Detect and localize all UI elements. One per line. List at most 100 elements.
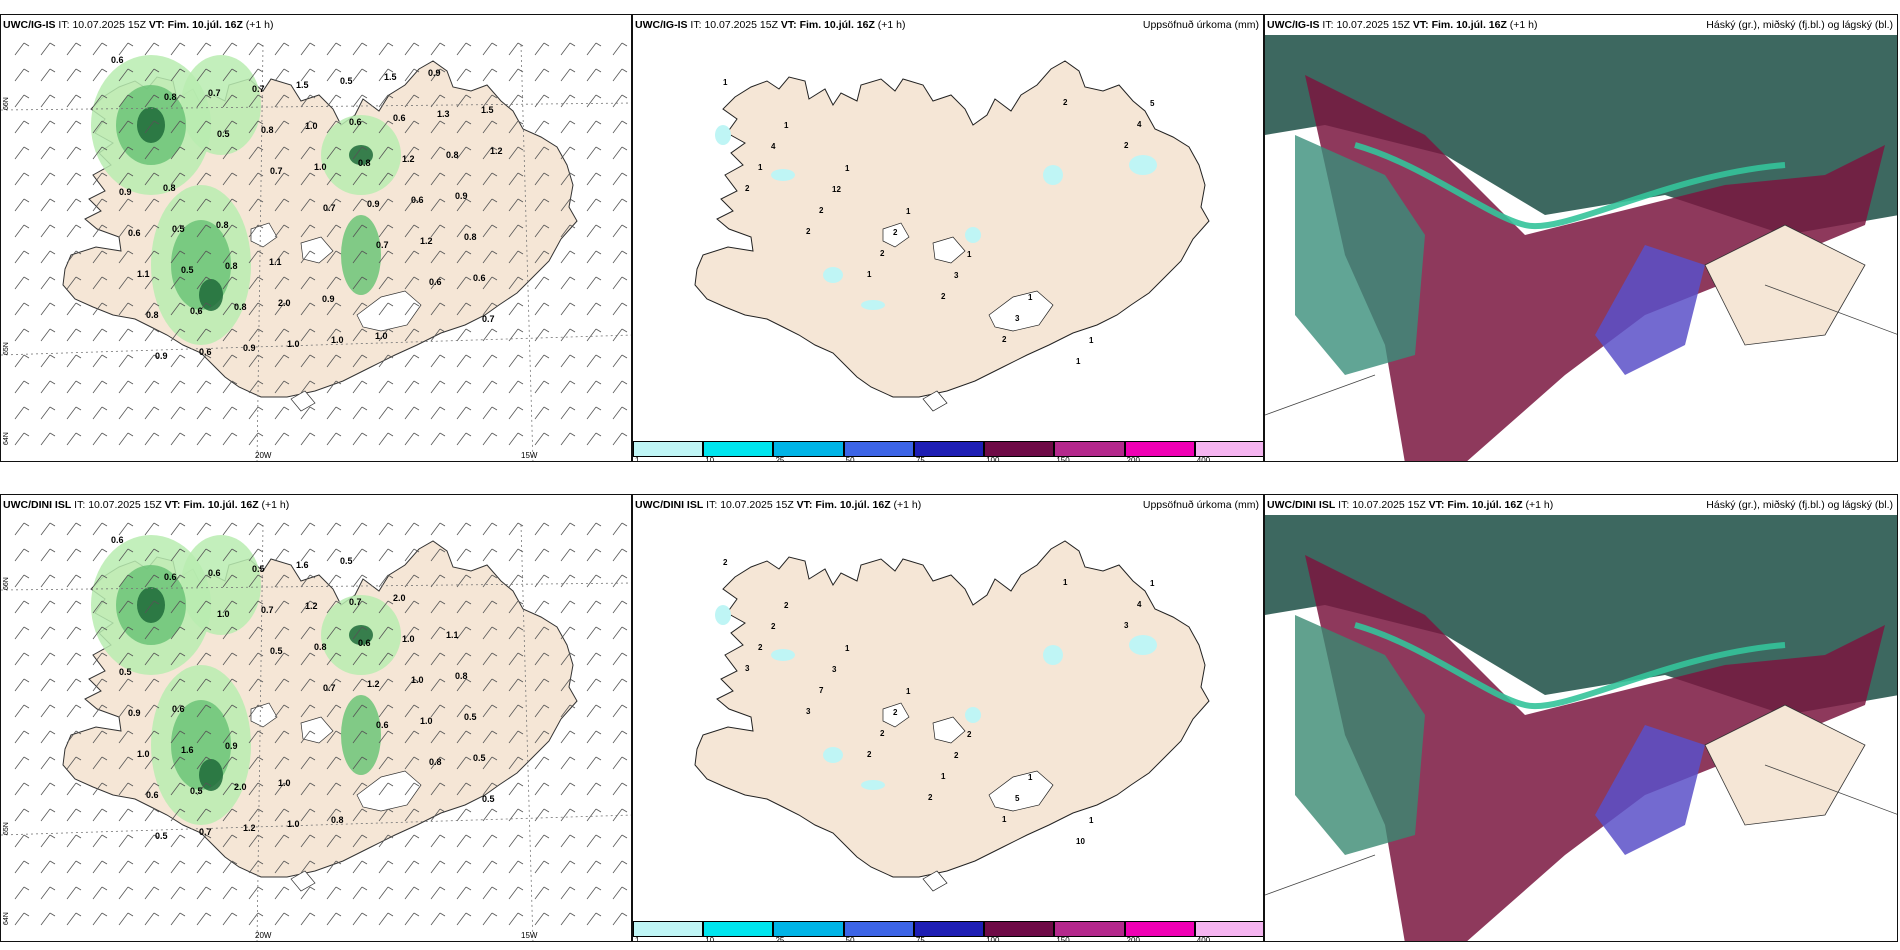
- wind-barb: [300, 756, 316, 770]
- precip-value-label: 2: [880, 729, 885, 738]
- wind-barb: [352, 380, 368, 394]
- wind-barb: [170, 522, 186, 536]
- wind-barb: [196, 406, 212, 420]
- wind-barb: [40, 704, 56, 718]
- wind-barb: [378, 146, 394, 160]
- rain-value-label: 1.0: [287, 819, 300, 829]
- wind-barb: [40, 626, 56, 640]
- wind-barb: [586, 834, 602, 848]
- wind-barb: [300, 652, 316, 666]
- wind-barb: [404, 548, 420, 562]
- wind-barb: [274, 756, 290, 770]
- rain-value-label: 0.5: [217, 129, 230, 139]
- wind-barb: [612, 328, 628, 342]
- wind-barb: [170, 432, 186, 446]
- wind-barb: [404, 678, 420, 692]
- wind-barb: [170, 302, 186, 316]
- wind-barb: [196, 626, 212, 640]
- precip-value-label: 4: [1137, 120, 1142, 129]
- wind-barb: [560, 276, 576, 290]
- precip-value-label: 1: [967, 250, 972, 259]
- wind-barb: [222, 120, 238, 134]
- wind-barb: [482, 834, 498, 848]
- wind-barb: [404, 860, 420, 874]
- wind-barb: [482, 354, 498, 368]
- wind-barb: [352, 68, 368, 82]
- rain-value-label: 0.8: [164, 92, 177, 102]
- wind-barb: [300, 302, 316, 316]
- wind-barb: [586, 600, 602, 614]
- wind-barb: [196, 276, 212, 290]
- wind-barb: [534, 912, 550, 926]
- wind-barb: [404, 42, 420, 56]
- wind-barb: [92, 380, 108, 394]
- wind-barb: [560, 354, 576, 368]
- wind-barb: [456, 406, 472, 420]
- wind-barb: [196, 68, 212, 82]
- wind-barb: [66, 522, 82, 536]
- wind-barb: [118, 172, 134, 186]
- wind-barb: [430, 652, 446, 666]
- wind-barb: [118, 120, 134, 134]
- wind-barb: [92, 120, 108, 134]
- wind-barb: [560, 302, 576, 316]
- wind-barb: [404, 652, 420, 666]
- wind-barb: [430, 860, 446, 874]
- lon-label-15w: 15W: [521, 931, 538, 940]
- precip-value-label: 2: [941, 292, 946, 301]
- wind-barb: [196, 172, 212, 186]
- wind-barb: [170, 548, 186, 562]
- wind-barb: [14, 276, 30, 290]
- wind-barb: [326, 678, 342, 692]
- wind-barb: [560, 704, 576, 718]
- wind-barb: [144, 302, 160, 316]
- colorbar-swatch: [703, 921, 774, 937]
- wind-barb: [456, 354, 472, 368]
- wind-barb: [612, 94, 628, 108]
- wind-barb: [144, 834, 160, 848]
- wind-barb: [144, 600, 160, 614]
- wind-barb: [352, 302, 368, 316]
- wind-barb: [560, 522, 576, 536]
- wind-barb: [534, 652, 550, 666]
- wind-barb: [560, 886, 576, 900]
- wind-barb: [144, 756, 160, 770]
- wind-barb: [248, 432, 264, 446]
- colorbar-swatch: [633, 921, 704, 937]
- rain-value-label: 0.6: [358, 638, 371, 648]
- wind-barb: [222, 574, 238, 588]
- wind-barb: [378, 548, 394, 562]
- rain-value-label: 0.8: [358, 158, 371, 168]
- wind-barb: [404, 432, 420, 446]
- wind-barb: [14, 886, 30, 900]
- wind-barb: [40, 406, 56, 420]
- wind-barb: [14, 860, 30, 874]
- wind-barb: [326, 172, 342, 186]
- rain-value-label: 0.8: [146, 310, 159, 320]
- wind-barb: [274, 328, 290, 342]
- wind-barb: [144, 94, 160, 108]
- wind-barb: [612, 198, 628, 212]
- wind-barb: [378, 522, 394, 536]
- wind-barb: [430, 782, 446, 796]
- wind-barb: [144, 354, 160, 368]
- wind-barb: [326, 354, 342, 368]
- wind-barb: [560, 94, 576, 108]
- rain-value-label: 1.2: [402, 154, 415, 164]
- wind-barb: [92, 328, 108, 342]
- wind-barb: [118, 94, 134, 108]
- wind-barb: [40, 172, 56, 186]
- wind-barb: [66, 120, 82, 134]
- wind-barb: [378, 730, 394, 744]
- rain-value-label: 1.6: [181, 745, 194, 755]
- wind-barb: [430, 886, 446, 900]
- wind-barb: [40, 42, 56, 56]
- wind-barb: [430, 224, 446, 238]
- wind-barb: [274, 68, 290, 82]
- wind-barb: [586, 328, 602, 342]
- wind-barb: [170, 42, 186, 56]
- colorbar-tick-label: 25: [775, 456, 785, 462]
- wind-barb: [378, 302, 394, 316]
- panel-title: UWC/IG-IS IT: 10.07.2025 15Z VT: Fim. 10…: [635, 19, 906, 31]
- wind-barb: [196, 328, 212, 342]
